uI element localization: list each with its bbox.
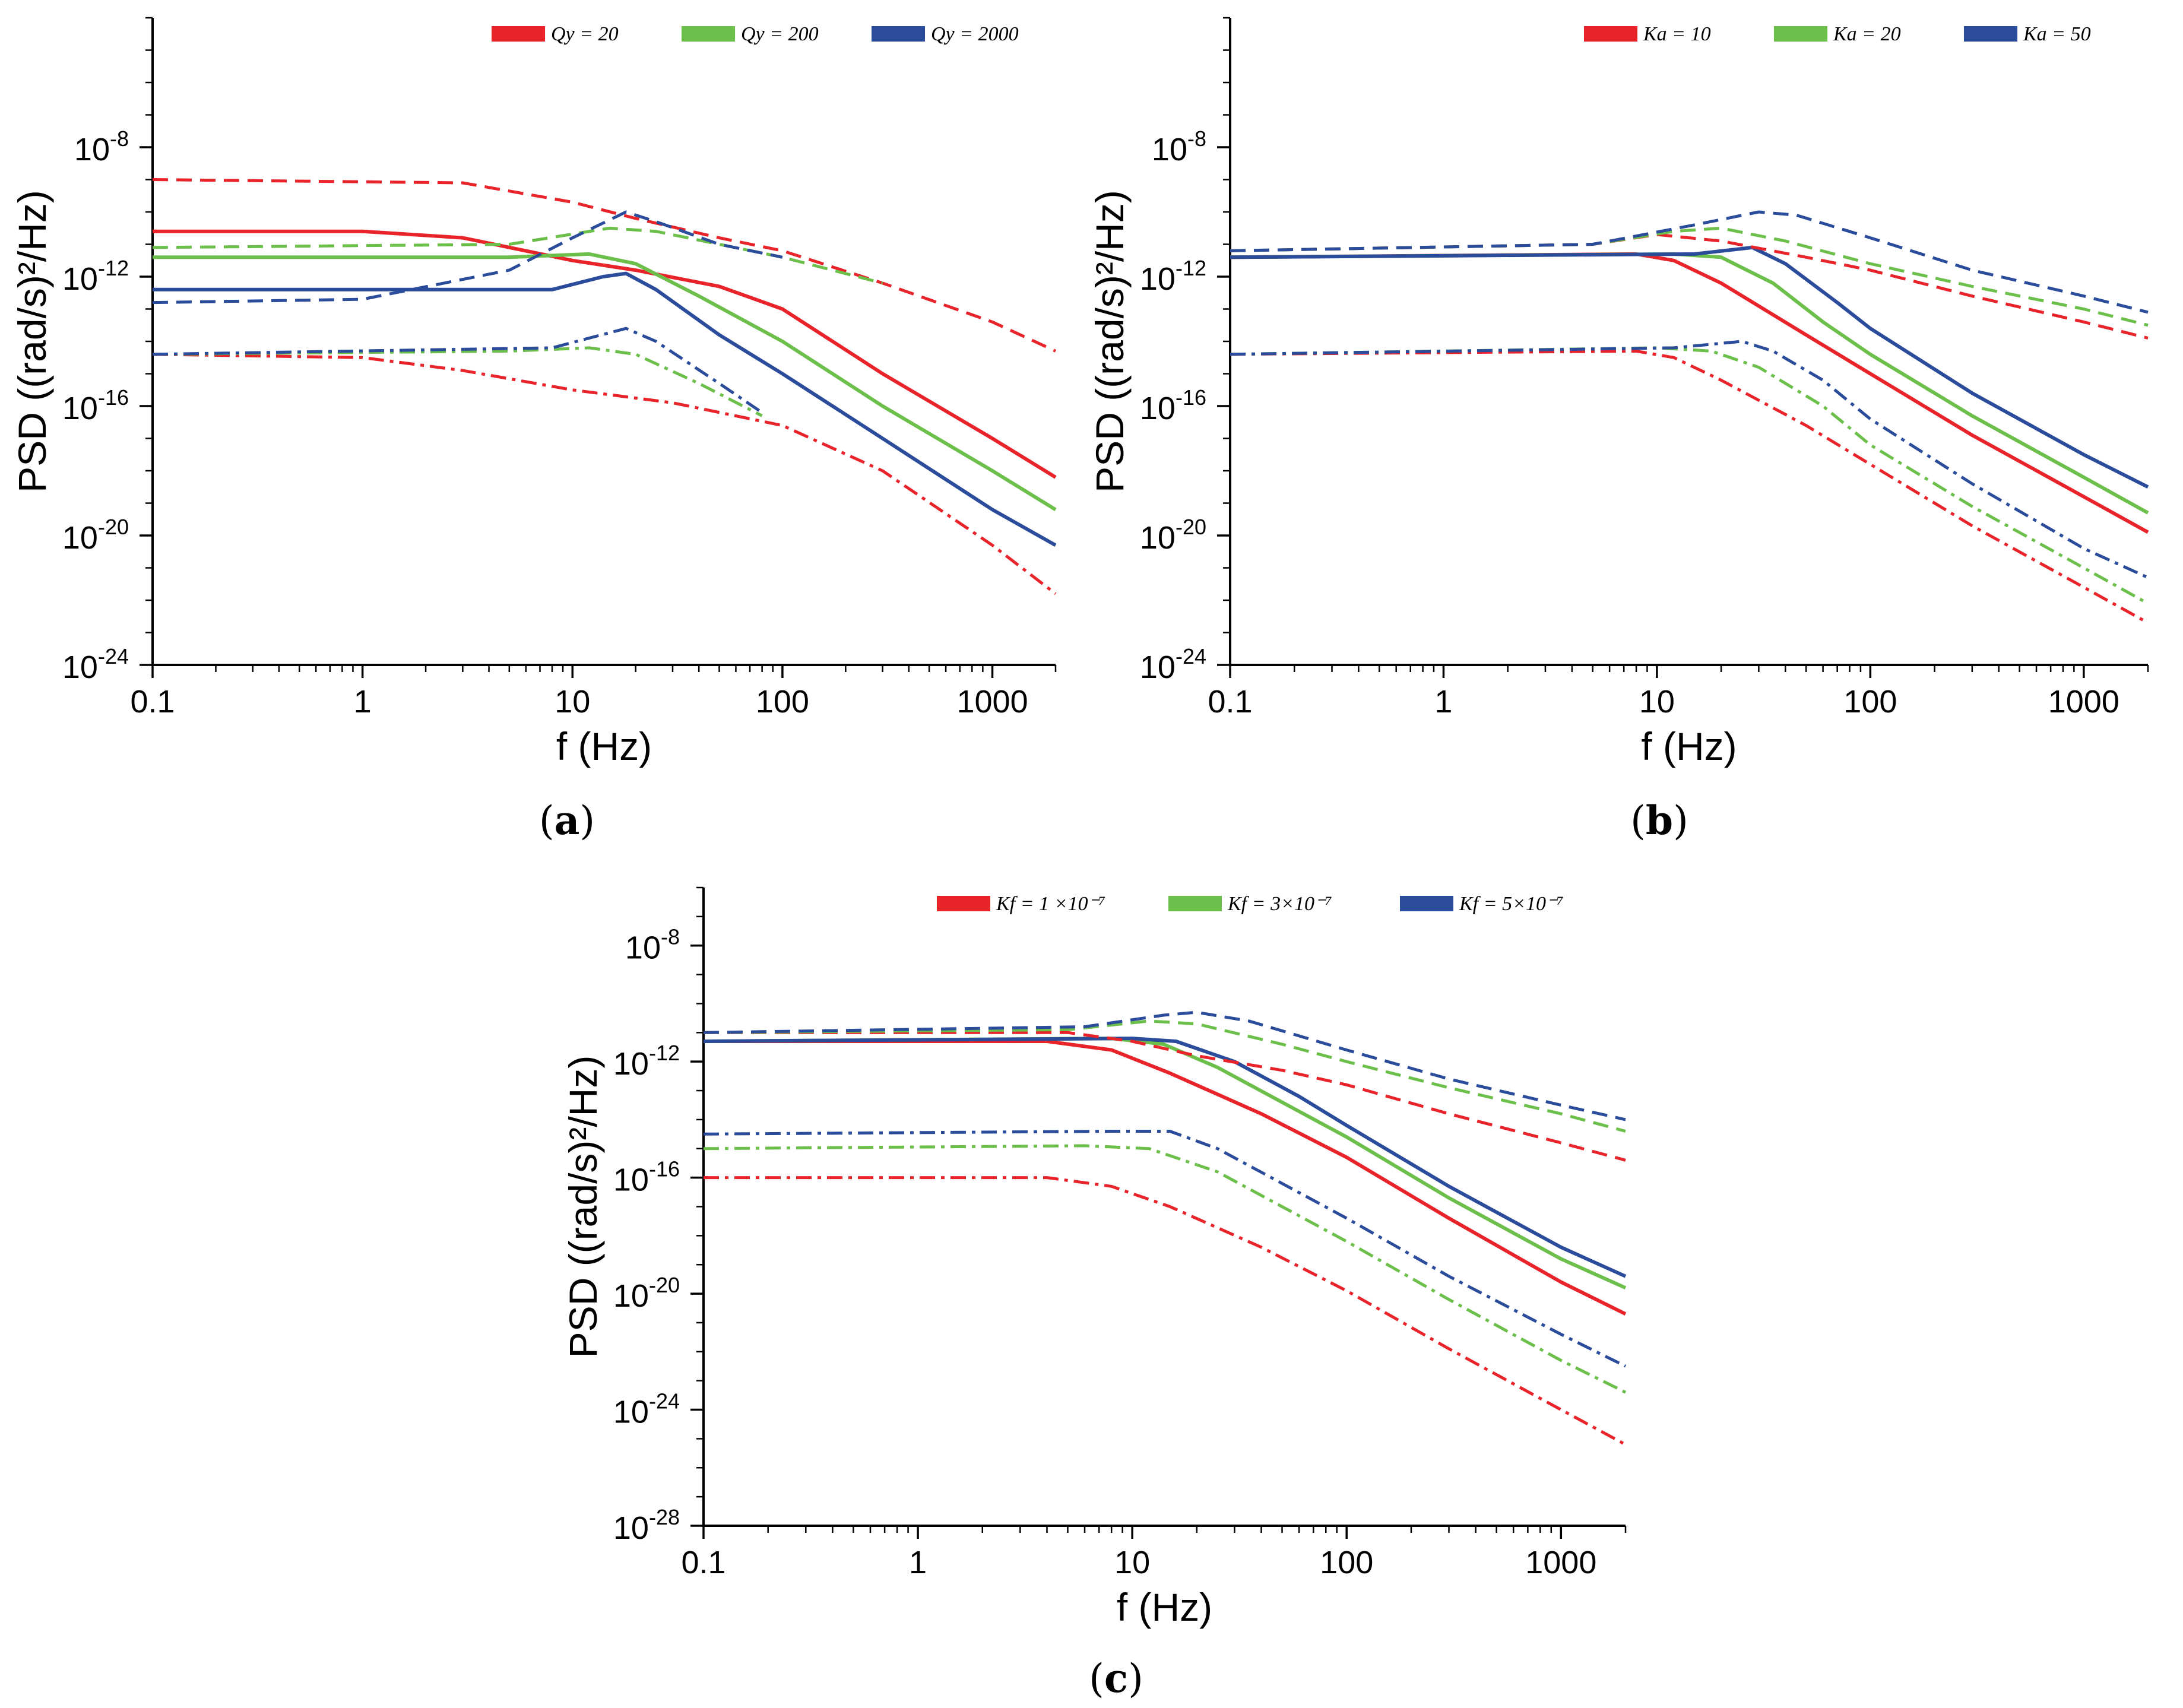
legend-label: Ka = 10	[1643, 23, 1711, 45]
series-line	[152, 346, 763, 417]
x-tick-label: 100	[1843, 684, 1897, 720]
legend-label: Kf = 1 ×10⁻⁷	[996, 893, 1105, 915]
x-tick-label: 1	[354, 684, 372, 720]
series-line	[152, 210, 783, 305]
legend-swatch	[682, 26, 735, 42]
y-axis-title: PSD ((rad/s)²/Hz)	[1088, 190, 1132, 493]
x-tick-label: 1000	[956, 684, 1028, 720]
x-tick-label: 10	[555, 684, 590, 720]
y-tick-label: 10-8	[1152, 126, 1206, 167]
legend-swatch	[872, 26, 925, 42]
legend-swatch	[1168, 896, 1222, 911]
y-tick-label: 10-12	[1140, 256, 1206, 297]
legend-swatch	[1774, 26, 1827, 42]
x-tick-label: 1	[1434, 684, 1452, 720]
y-tick-label: 10-8	[74, 126, 129, 167]
series-line	[1230, 349, 2149, 625]
y-tick-label: 10-28	[613, 1505, 680, 1546]
y-axis-title: PSD ((rad/s)²/Hz)	[561, 1056, 605, 1358]
x-tick-label: 0.1	[130, 684, 175, 720]
series-line	[703, 1010, 1626, 1121]
series-line	[152, 327, 763, 414]
x-axis-title: f (Hz)	[556, 724, 652, 768]
series-line	[153, 271, 1057, 547]
y-tick-label: 10-24	[62, 644, 129, 685]
y-axis-title: PSD ((rad/s)²/Hz)	[10, 190, 54, 493]
series-line	[703, 1144, 1627, 1394]
series-line	[1230, 210, 2149, 314]
series-line	[152, 353, 1057, 595]
legend-swatch	[1584, 26, 1637, 42]
legend-label: Ka = 20	[1833, 23, 1901, 45]
chart-panel-b: 0.1 1 10 100 1000 10-8 10-12 10-16 10-20 10-24 f (…	[1088, 17, 2149, 844]
x-axis-title: f (Hz)	[1641, 724, 1737, 768]
panel-label: (c)	[1089, 1655, 1143, 1701]
x-tick-label: 0.1	[1208, 684, 1252, 720]
series-line	[704, 1040, 1627, 1316]
series-line	[152, 226, 883, 285]
legend-swatch	[1400, 896, 1453, 911]
legend-label: Qy = 20	[551, 23, 619, 45]
legend-label: Qy = 200	[741, 23, 819, 45]
series-line	[1230, 346, 2149, 605]
y-tick-label: 10-16	[613, 1157, 680, 1198]
legend-swatch	[937, 896, 990, 911]
series-line	[703, 1130, 1627, 1368]
legend-label: Qy = 2000	[931, 23, 1019, 45]
series-line	[703, 1037, 1627, 1290]
panel-label: (a)	[539, 797, 595, 844]
series-line	[153, 252, 1057, 511]
y-tick-label: 10-20	[613, 1273, 680, 1314]
x-tick-label: 0.1	[681, 1545, 725, 1580]
series-line	[703, 1019, 1626, 1133]
series-line	[703, 1037, 1627, 1278]
series-line	[1230, 226, 2149, 327]
y-tick-label: 10-20	[1140, 515, 1206, 556]
y-tick-label: 10-24	[613, 1389, 680, 1430]
series-line	[1230, 233, 2149, 340]
legend-swatch	[492, 26, 545, 42]
x-tick-label: 10	[1639, 684, 1675, 720]
x-tick-label: 1	[909, 1545, 927, 1580]
series-line	[152, 178, 1057, 353]
y-tick-label: 10-12	[613, 1041, 680, 1082]
y-tick-label: 10-12	[62, 256, 129, 297]
chart-panel-a: 0.1 1 10 100 1000 10-8 10-12 10-16 10-20 10-24 f (…	[10, 17, 1057, 844]
series-line	[704, 1031, 1626, 1162]
x-axis-title: f (Hz)	[1117, 1585, 1212, 1629]
y-tick-label: 10-16	[1140, 385, 1206, 426]
x-tick-label: 10	[1114, 1545, 1150, 1580]
x-tick-label: 100	[1320, 1545, 1373, 1580]
y-tick-label: 10-24	[1140, 644, 1206, 685]
legend-label: Kf = 5×10⁻⁷	[1459, 893, 1564, 915]
series-line	[1230, 340, 2149, 579]
series-line	[153, 229, 1057, 479]
x-tick-label: 100	[756, 684, 809, 720]
x-tick-label: 1000	[1525, 1545, 1596, 1580]
chart-panel-c: 0.1 1 10 100 1000 10-8 10-12 10-16 10-20 10-24 10-…	[561, 886, 1627, 1701]
y-tick-label: 10-8	[625, 925, 680, 966]
y-tick-label: 10-16	[62, 385, 129, 426]
y-tick-label: 10-20	[62, 515, 129, 556]
legend-label: Ka = 50	[2023, 23, 2091, 45]
panel-label: (b)	[1630, 797, 1688, 844]
legend-label: Kf = 3×10⁻⁷	[1227, 893, 1332, 915]
x-tick-label: 1000	[2048, 684, 2119, 720]
series-line	[1230, 245, 2149, 489]
series-line	[704, 1176, 1627, 1446]
series-line	[1230, 252, 2149, 534]
legend-swatch	[1964, 26, 2017, 42]
